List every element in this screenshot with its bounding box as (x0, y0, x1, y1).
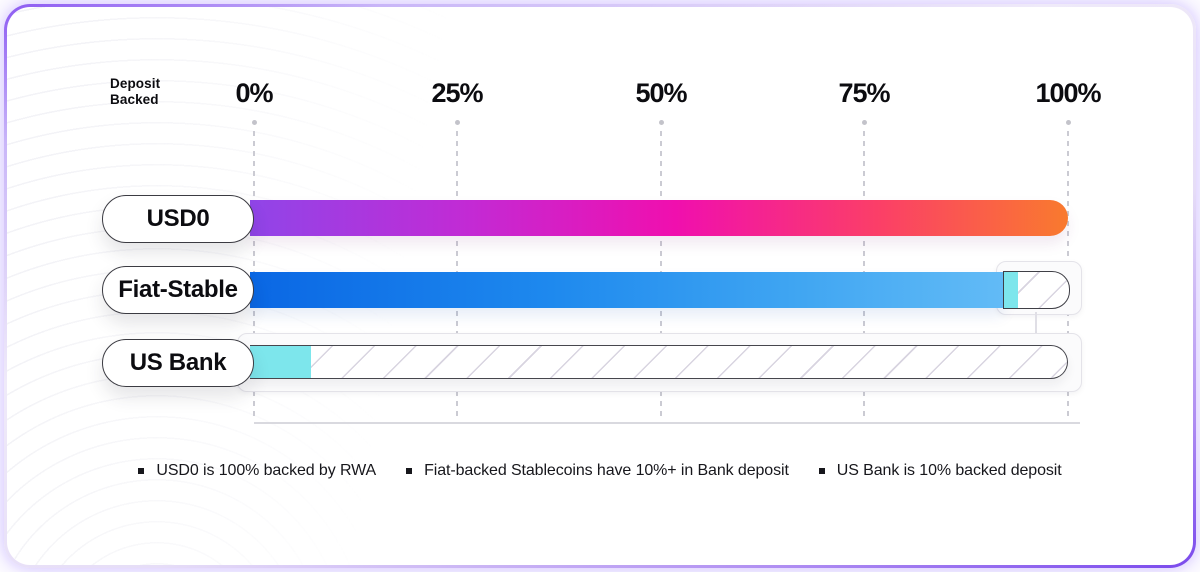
gridline-dot (861, 120, 867, 125)
pill-usd0: USD0 (102, 195, 254, 243)
tick-label-75: 75% (838, 78, 890, 108)
gridline-dot (658, 120, 664, 125)
bar-fiat-reserves-segment (250, 272, 1003, 308)
legend-item-usd0-text: USD0 is 100% backed by RWA (156, 462, 377, 479)
bar-us-bank-outline (250, 345, 1068, 379)
tick-label-100: 100% (1035, 78, 1101, 108)
tick-label-25: 25% (431, 78, 483, 108)
pill-fiat-stable-label: Fiat-Stable (118, 276, 238, 303)
axis-title-line1: Deposit (110, 76, 161, 91)
axis-title: Deposit Backed (110, 76, 160, 108)
legend: USD0 is 100% backed by RWA Fiat-backed S… (0, 462, 1200, 480)
gridline-dot (1065, 120, 1071, 125)
bar-usd0-rwa-segment (250, 200, 1068, 236)
legend-item-usd0: USD0 is 100% backed by RWA (138, 462, 376, 480)
pill-us-bank-label: US Bank (129, 349, 227, 376)
square-bullet-icon (138, 468, 145, 474)
square-bullet-icon (406, 468, 413, 474)
legend-item-usbank: US Bank is 10% backed deposit (818, 462, 1062, 480)
axis-baseline (254, 422, 1080, 424)
tick-label-0: 0% (235, 78, 273, 108)
bar-us-bank (250, 345, 1068, 379)
legend-item-fiat-text: Fiat-backed Stablecoins have 10%+ in Ban… (424, 462, 789, 479)
tick-label-50: 50% (635, 78, 687, 108)
bar-fiat-deposit-capsule (1002, 271, 1070, 309)
fiat-capsule-bank-deposit (1003, 272, 1018, 308)
axis-title-line2: Backed (110, 92, 159, 107)
gridline-dot (251, 120, 257, 125)
pill-us-bank: US Bank (102, 339, 254, 387)
square-bullet-icon (818, 468, 825, 474)
highlight-connector-line (1035, 312, 1037, 334)
us-bank-backed-segment (250, 346, 312, 378)
bar-fiat-stable (250, 271, 1070, 309)
pill-fiat-stable: Fiat-Stable (102, 266, 254, 314)
us-bank-hatch (250, 346, 1067, 378)
gridline-dot (454, 120, 460, 125)
legend-item-fiat: Fiat-backed Stablecoins have 10%+ in Ban… (406, 462, 789, 480)
bar-usd0 (250, 200, 1068, 236)
legend-item-usbank-text: US Bank is 10% backed deposit (836, 462, 1062, 479)
pill-usd0-label: USD0 (146, 205, 210, 232)
